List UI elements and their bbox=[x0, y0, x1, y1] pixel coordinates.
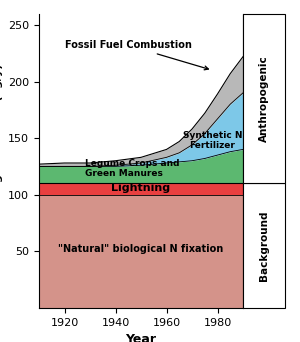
Text: Anthropogenic: Anthropogenic bbox=[259, 55, 269, 142]
Text: Legume Crops and
Green Manures: Legume Crops and Green Manures bbox=[85, 159, 179, 179]
Text: Background: Background bbox=[259, 210, 269, 281]
Text: Fossil Fuel Combustion: Fossil Fuel Combustion bbox=[65, 40, 208, 70]
Text: Lightning: Lightning bbox=[111, 183, 171, 193]
Y-axis label: Global Nitrogen Fixation (Tg/y): Global Nitrogen Fixation (Tg/y) bbox=[0, 64, 3, 258]
Text: Synthetic N
Fertilizer: Synthetic N Fertilizer bbox=[183, 131, 242, 150]
Text: "Natural" biological N fixation: "Natural" biological N fixation bbox=[58, 244, 224, 254]
X-axis label: Year: Year bbox=[125, 333, 157, 342]
